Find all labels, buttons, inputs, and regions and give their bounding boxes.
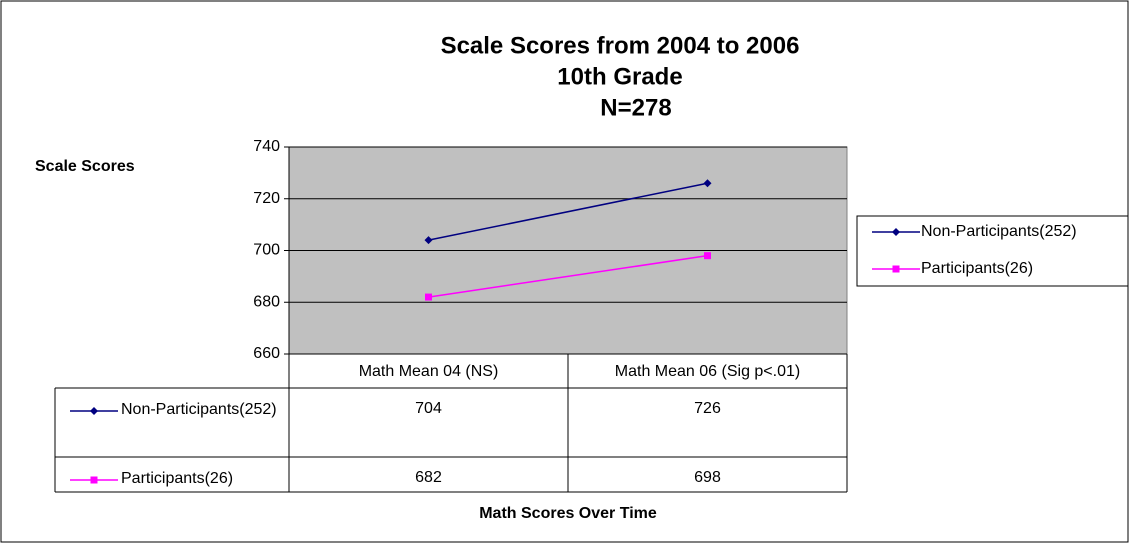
chart-title: Scale Scores from 2004 to 2006 [441,32,800,59]
table-value: 726 [694,400,721,417]
legend-label: Participants(26) [921,260,1033,277]
y-tick-label: 680 [253,293,280,310]
table-value: 704 [415,400,442,417]
chart-title: N=278 [600,94,671,121]
marker [90,407,98,415]
marker [90,476,98,484]
table-value: 682 [415,469,442,486]
marker [703,179,712,188]
marker [424,236,433,245]
series-line [428,182,708,241]
legend-box [856,215,1129,287]
table-row-label: Non-Participants(252) [121,401,277,418]
marker [892,228,900,236]
x-tick-label: Math Mean 06 (Sig p<.01) [615,363,800,380]
y-tick-label: 660 [253,345,280,362]
x-axis-label: Math Scores Over Time [479,505,657,522]
legend-label: Non-Participants(252) [921,223,1077,240]
y-tick-label: 700 [253,242,280,259]
marker [892,265,900,273]
y-tick-label: 740 [253,138,280,155]
y-axis-label: Scale Scores [35,158,135,175]
marker [425,293,432,301]
table-value: 698 [694,469,721,486]
y-tick-label: 720 [253,190,280,207]
table-row-label: Participants(26) [121,470,234,487]
marker [704,252,711,260]
x-tick-label: Math Mean 04 (NS) [359,363,499,380]
chart-title: 10th Grade [557,63,682,90]
series-line [428,254,708,298]
